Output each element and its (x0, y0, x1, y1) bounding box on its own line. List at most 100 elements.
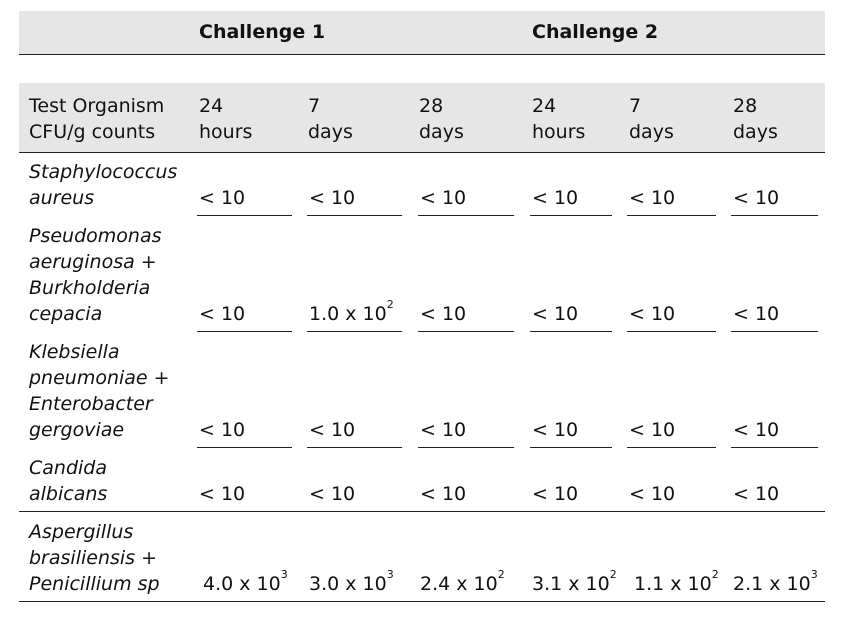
organism-name: Pseudomonas aeruginosa + Burkholderia ce… (29, 223, 162, 327)
value-text: < 10 (420, 483, 467, 505)
value-cell: < 10 (733, 301, 779, 327)
value-text: < 10 (532, 483, 579, 505)
value-exponent: 2 (386, 298, 394, 311)
value-text: < 10 (629, 483, 676, 505)
organism-line: pneumoniae + (29, 367, 170, 389)
cell-underline (418, 331, 514, 332)
header-c2-24h: 24 hours (532, 93, 585, 145)
header-line: CFU/g counts (29, 121, 156, 143)
header-c1-28d: 28 days (419, 93, 464, 145)
header-line: 28 (733, 95, 758, 117)
organism-line: Aspergillus (29, 521, 134, 543)
value-text: 3.1 x 10 (532, 573, 610, 595)
header-line: days (733, 121, 778, 143)
value-exponent: 2 (497, 568, 505, 581)
organism-line: gergoviae (29, 419, 125, 441)
header-line: hours (199, 121, 253, 143)
organism-line: Enterobacter (29, 393, 153, 415)
value-cell: < 10 (309, 481, 355, 507)
value-text: < 10 (420, 419, 467, 441)
header-c2-28d: 28 days (733, 93, 778, 145)
value-cell: 1.1 x 102 (634, 568, 719, 597)
value-cell: < 10 (420, 301, 466, 327)
cell-underline (307, 215, 402, 216)
value-text: < 10 (733, 483, 780, 505)
organism-name: Candida albicans (29, 455, 107, 507)
organism-line: Staphylococcus (29, 161, 178, 183)
value-cell: < 10 (532, 417, 578, 443)
value-text: 2.1 x 10 (733, 573, 811, 595)
cell-underline (731, 331, 818, 332)
cell-underline (731, 215, 818, 216)
value-cell: < 10 (733, 185, 779, 211)
header-line: days (419, 121, 464, 143)
value-text: < 10 (199, 187, 246, 209)
value-cell: 4.0 x 103 (203, 569, 288, 597)
value-text: < 10 (733, 419, 780, 441)
organism-line: Candida (29, 457, 107, 479)
header-line: 7 (629, 95, 642, 117)
value-text: < 10 (199, 483, 246, 505)
value-cell: < 10 (733, 417, 779, 443)
value-text: 1.1 x 10 (634, 573, 712, 595)
value-cell: 2.1 x 103 (733, 568, 818, 597)
header-test-organism: Test Organism CFU/g counts (29, 93, 164, 145)
header-line: Test Organism (29, 95, 165, 117)
row-divider (19, 511, 825, 512)
value-text: < 10 (532, 303, 579, 325)
value-cell: < 10 (629, 481, 675, 507)
cell-underline (627, 331, 716, 332)
value-cell: < 10 (309, 417, 355, 443)
value-text: < 10 (629, 187, 676, 209)
value-text: 3.0 x 10 (309, 573, 387, 595)
organism-name: Aspergillus brasiliensis + Penicillium s… (29, 519, 160, 597)
challenge-1-label: Challenge 1 (199, 21, 326, 43)
cell-underline (530, 447, 612, 448)
header-c2-7d: 7 days (629, 93, 674, 145)
value-text: < 10 (733, 303, 780, 325)
header-line: 28 (419, 95, 444, 117)
cell-underline (197, 447, 292, 448)
value-cell: < 10 (420, 185, 466, 211)
value-exponent: 2 (711, 568, 719, 581)
cell-underline (307, 447, 402, 448)
value-cell: < 10 (199, 417, 245, 443)
organism-name: Klebsiella pneumoniae + Enterobacter ger… (29, 339, 170, 443)
organism-line: aeruginosa + (29, 251, 157, 273)
organism-line: Penicillium sp (29, 573, 160, 595)
value-exponent: 3 (810, 568, 818, 581)
organism-line: albicans (29, 483, 108, 505)
value-text: < 10 (199, 303, 246, 325)
value-cell: 1.0 x 102 (309, 298, 394, 327)
cell-underline (418, 215, 514, 216)
header-line: 7 (308, 95, 321, 117)
value-text: < 10 (309, 419, 356, 441)
organism-name: Staphylococcus aureus (29, 159, 177, 211)
organism-line: cepacia (29, 303, 103, 325)
value-cell: < 10 (532, 301, 578, 327)
cell-underline (530, 215, 612, 216)
value-cell: 3.0 x 103 (309, 569, 394, 597)
value-text: < 10 (309, 483, 356, 505)
value-cell: < 10 (420, 417, 466, 443)
value-text: < 10 (733, 187, 780, 209)
organism-line: brasiliensis + (29, 547, 158, 569)
value-cell: 3.1 x 102 (532, 569, 617, 597)
value-cell: < 10 (629, 185, 675, 211)
value-cell: < 10 (199, 481, 245, 507)
value-cell: < 10 (309, 185, 355, 211)
cell-underline (627, 215, 716, 216)
value-cell: < 10 (532, 185, 578, 211)
value-cell: < 10 (733, 481, 779, 507)
value-text: < 10 (420, 187, 467, 209)
organism-line: aureus (29, 187, 95, 209)
cell-underline (197, 331, 292, 332)
value-text: < 10 (629, 303, 676, 325)
cell-underline (530, 331, 612, 332)
table-bottom-rule (19, 601, 825, 602)
organism-line: Klebsiella (29, 341, 120, 363)
organism-line: Pseudomonas (29, 225, 162, 247)
value-text: 2.4 x 10 (420, 573, 498, 595)
value-text: < 10 (532, 419, 579, 441)
cell-underline (197, 215, 292, 216)
